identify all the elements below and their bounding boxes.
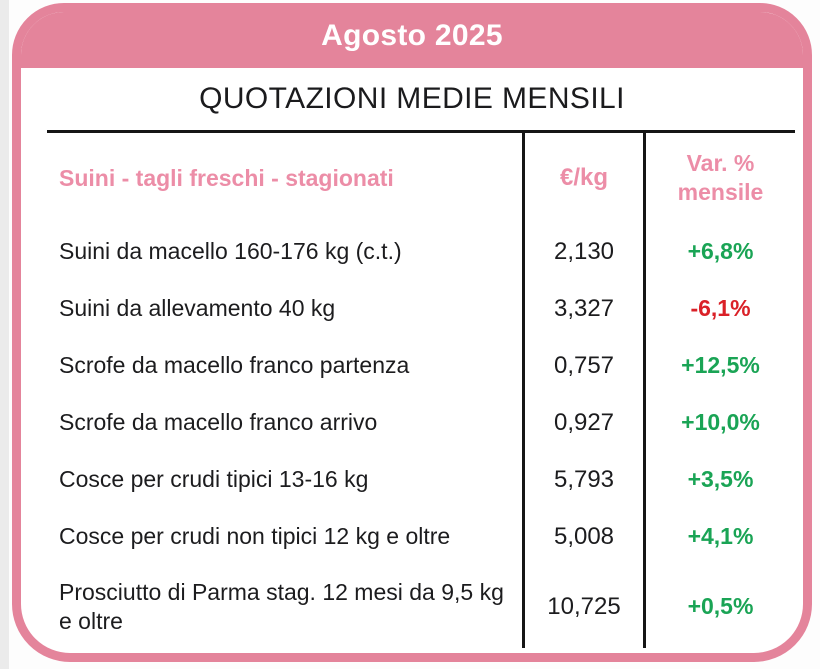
row-label: Prosciutto di Parma stag. 12 mesi da 9,5… xyxy=(59,578,504,634)
row-label: Cosce per crudi non tipici 12 kg e oltre xyxy=(59,523,451,550)
row-price: 3,327 xyxy=(522,280,643,337)
column-header-variation-line1: Var. % xyxy=(686,150,755,177)
row-variation: +0,5% xyxy=(643,565,795,648)
row-variation: +10,0% xyxy=(643,394,795,451)
column-header-category: Suini - tagli freschi - stagionati xyxy=(59,164,394,191)
quotations-card: Agosto 2025 QUOTAZIONI MEDIE MENSILI Sui… xyxy=(12,3,812,662)
card-title: QUOTAZIONI MEDIE MENSILI xyxy=(199,82,625,115)
row-variation: +12,5% xyxy=(643,337,795,394)
quotations-table: Suini - tagli freschi - stagionati €/kg … xyxy=(47,130,795,648)
row-label: Scrofe da macello franco arrivo xyxy=(59,409,378,436)
row-label: Suini da macello 160-176 kg (c.t.) xyxy=(59,238,402,265)
page-left-edge xyxy=(0,0,9,669)
row-price: 5,008 xyxy=(522,508,643,565)
row-price: 10,725 xyxy=(522,565,643,648)
row-price: 2,130 xyxy=(522,223,643,280)
row-variation: -6,1% xyxy=(643,280,795,337)
row-price: 5,793 xyxy=(522,451,643,508)
column-header-variation: Var. % mensile xyxy=(643,133,795,223)
row-variation: +3,5% xyxy=(643,451,795,508)
column-header-unit: €/kg xyxy=(522,133,643,223)
row-price: 0,757 xyxy=(522,337,643,394)
row-label: Cosce per crudi tipici 13-16 kg xyxy=(59,466,369,493)
row-variation: +4,1% xyxy=(643,508,795,565)
row-variation: +6,8% xyxy=(643,223,795,280)
column-header-variation-line2: mensile xyxy=(677,179,764,205)
row-label: Scrofe da macello franco partenza xyxy=(59,352,410,379)
row-label: Suini da allevamento 40 kg xyxy=(59,295,336,322)
month-header-bar: Agosto 2025 xyxy=(21,12,803,68)
month-title: Agosto 2025 xyxy=(321,18,503,52)
row-price: 0,927 xyxy=(522,394,643,451)
